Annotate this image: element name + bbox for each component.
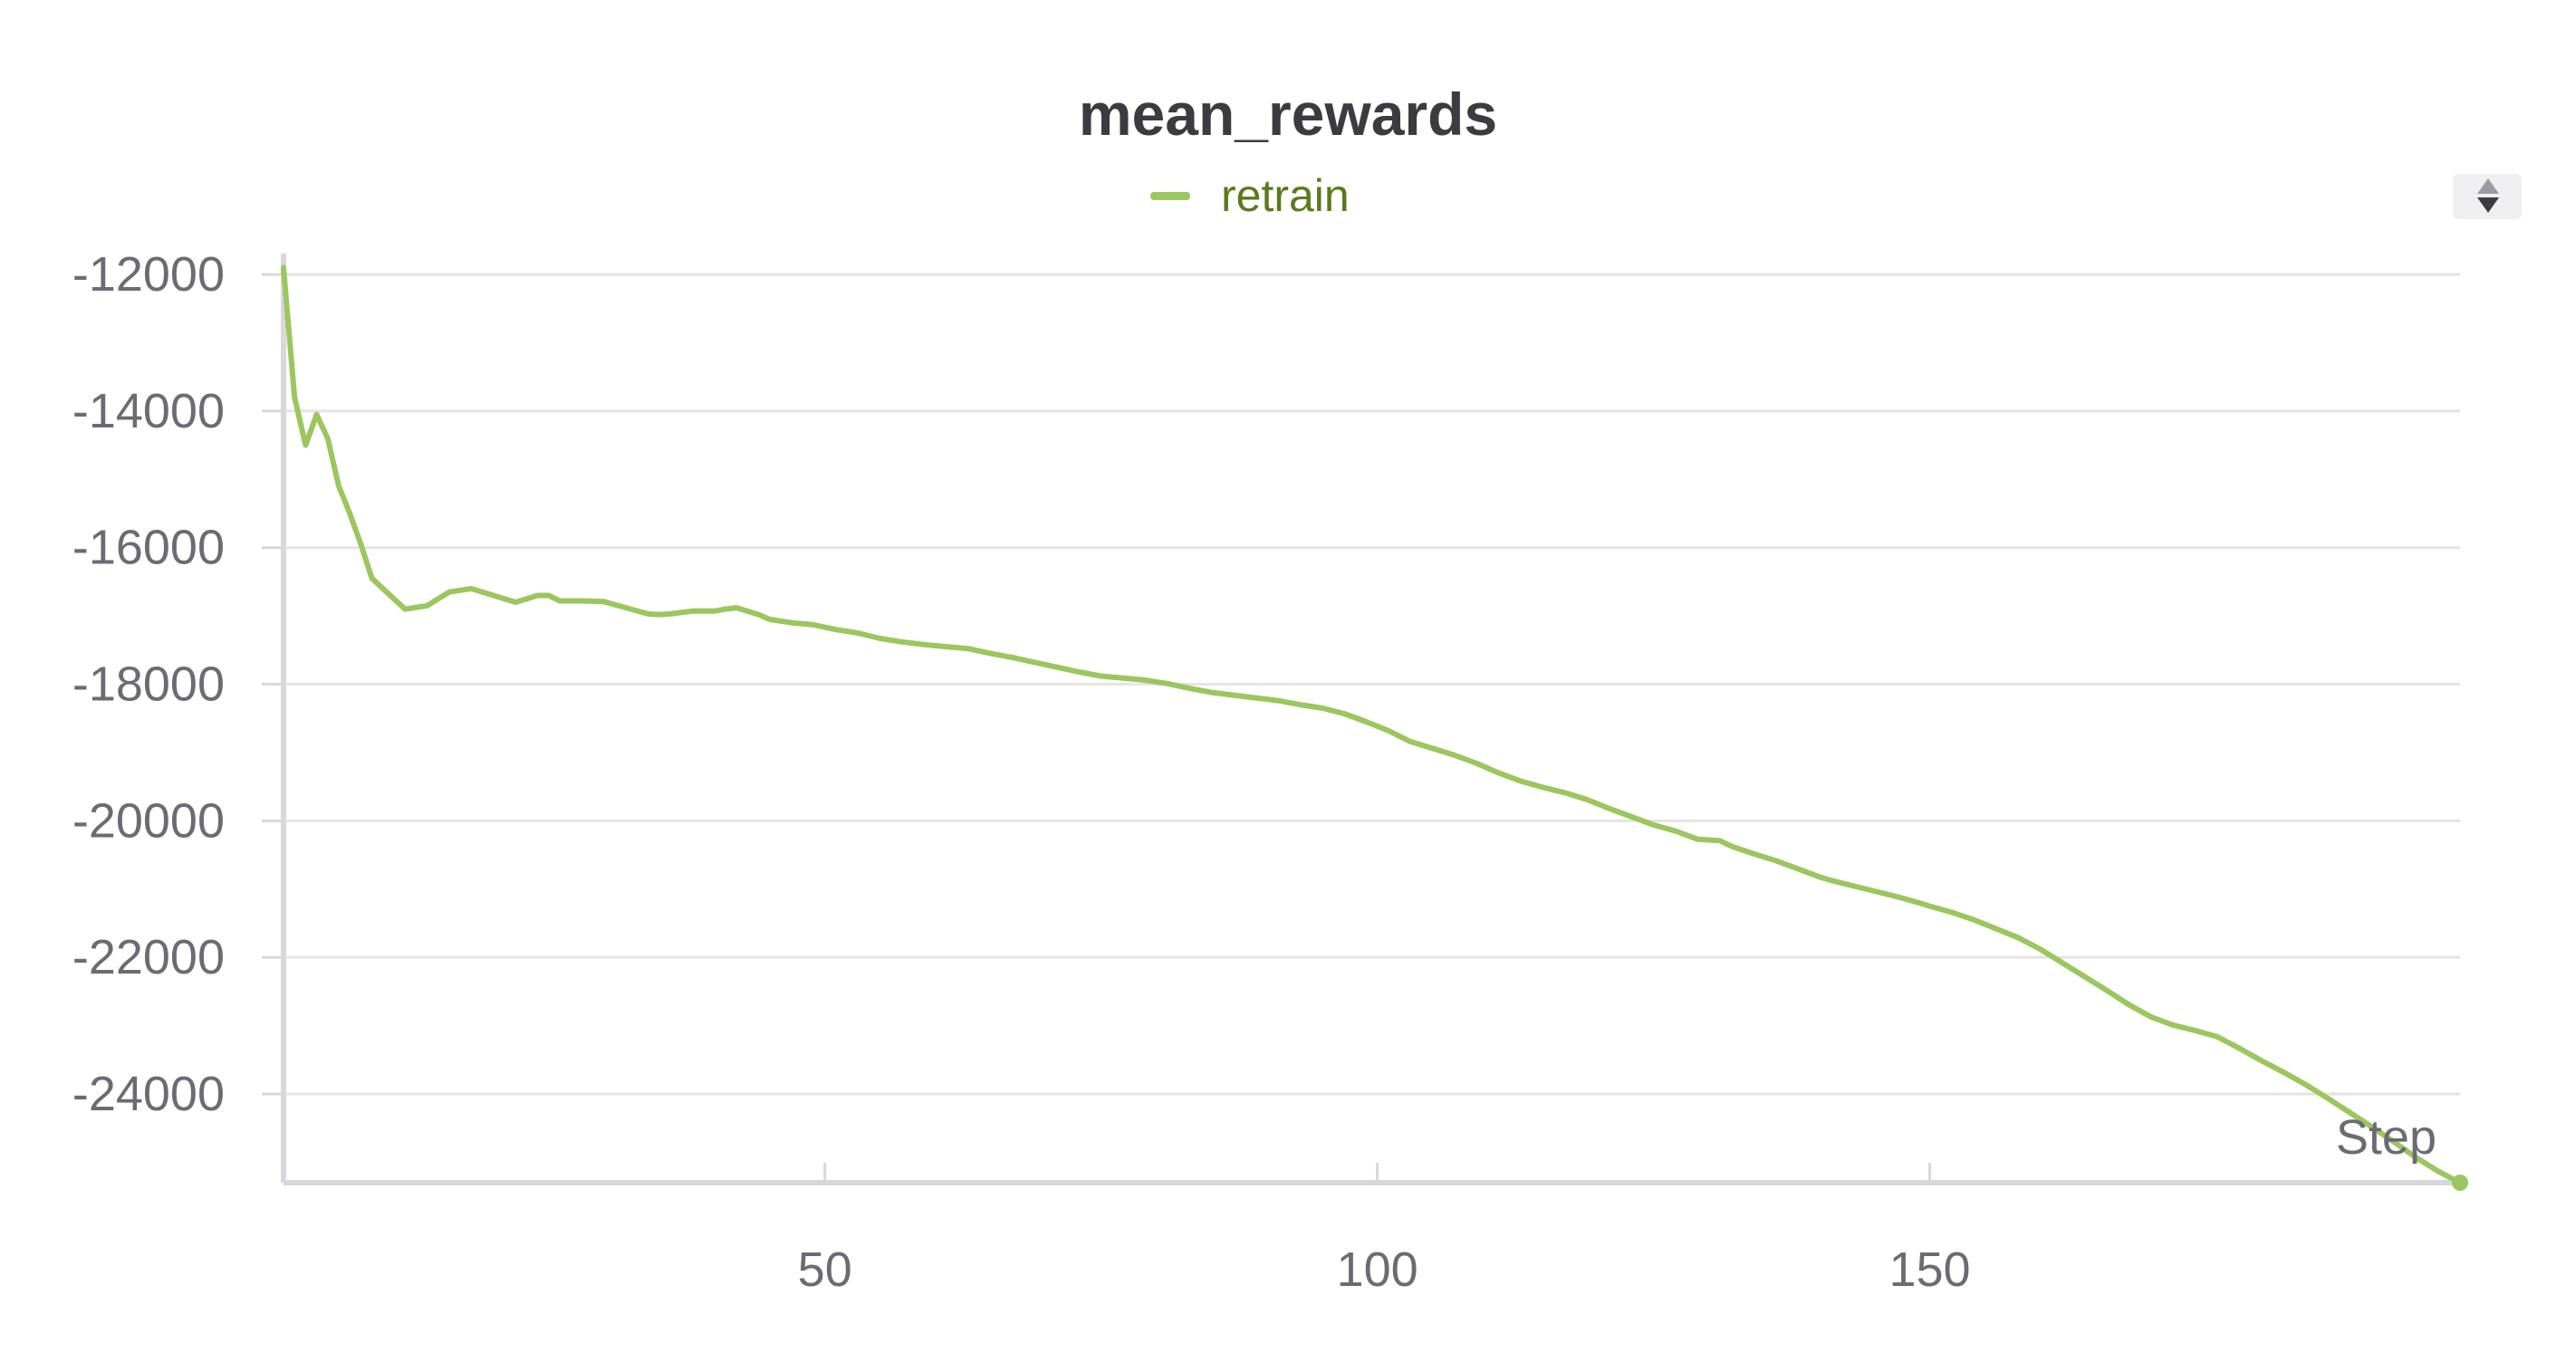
x-tick-label-1: 100 [1337, 1243, 1418, 1297]
y-tick-label-2: -16000 [72, 521, 225, 575]
x-axis-label: Step [2336, 1110, 2437, 1165]
y-tick-label-0: -12000 [72, 247, 225, 302]
sort-down-icon [2477, 197, 2499, 213]
series-line-retrain[interactable] [281, 264, 2463, 1185]
x-tick-label-0: 50 [798, 1243, 852, 1297]
series-endpoint-retrain [2452, 1175, 2468, 1191]
x-tick-label-2: 150 [1889, 1243, 1970, 1297]
axes [262, 254, 2460, 1185]
y-tick-label-1: -14000 [72, 384, 225, 438]
y-tick-label-5: -22000 [72, 930, 225, 984]
legend-swatch-retrain [1150, 191, 1190, 200]
sort-up-icon [2477, 178, 2499, 194]
series-layer [281, 264, 2468, 1191]
sort-toggle-button[interactable] [2453, 174, 2522, 219]
y-tick-label-3: -18000 [72, 657, 225, 712]
tick-labels: -12000 -14000 -16000 -18000 -20000 -22000 -240… [72, 247, 1971, 1297]
legend[interactable]: retrain [1150, 168, 1350, 223]
y-tick-label-4: -20000 [72, 793, 225, 848]
y-tick-label-6: -24000 [72, 1067, 225, 1121]
grid-lines [284, 273, 2460, 1096]
chart-title: mean_rewards [1078, 81, 1498, 148]
legend-label-retrain: retrain [1221, 170, 1350, 221]
